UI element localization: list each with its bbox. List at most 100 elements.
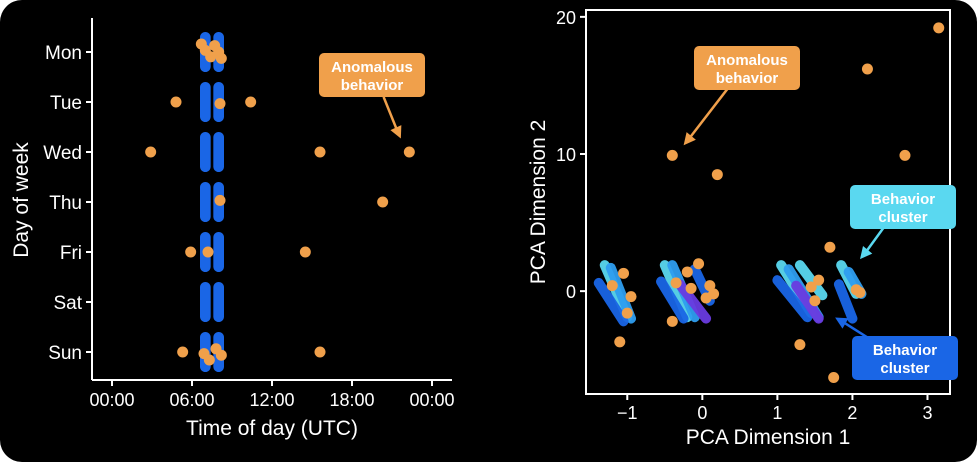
pca-anomalous-point-0 <box>666 149 678 161</box>
left-anomalous-callout-arrow-line <box>382 96 398 130</box>
x-tick-label-0: 00:00 <box>89 390 134 410</box>
pca-cluster-callout-cyan-line-1: Behavior <box>871 191 935 208</box>
normal-activity-stripe-5 <box>213 132 224 172</box>
time-of-day-marks <box>145 32 415 372</box>
pca-anomalous-point-1 <box>711 169 723 181</box>
cluster-streak-2 <box>593 277 629 327</box>
pca-anomalous-point-11 <box>606 280 618 292</box>
normal-activity-stripe-2 <box>200 82 211 122</box>
anomalous-point-12 <box>214 194 226 206</box>
pca-cluster-callout-cyan-arrow-head <box>860 246 873 260</box>
y-tick-label-thu: Thu <box>49 193 82 214</box>
cluster-streak-10 <box>772 275 813 323</box>
left-anomalous-callout-box <box>319 53 425 97</box>
pca-anomalous-point-17 <box>685 282 697 294</box>
pca-cluster-callout-blue-line-1: Behavior <box>873 342 937 359</box>
pca-cluster-callout-cyan-arrow-line <box>865 224 887 253</box>
anomalous-point-8 <box>245 96 257 108</box>
pca-anomalous-point-2 <box>861 63 873 75</box>
pca-plot: −1 0 1 2 3 0 10 20 PCA Dimension 1 PCA Dimensio… <box>527 8 958 449</box>
pca-x-tick-label-4: 3 <box>922 403 932 423</box>
x-tick-label-4: 00:00 <box>409 390 454 410</box>
anomalous-point-21 <box>215 349 227 361</box>
pca-cluster-callout-blue-box <box>852 336 958 380</box>
cluster-streak-5 <box>656 276 689 324</box>
anomalous-point-13 <box>377 196 389 208</box>
anomalous-point-7 <box>214 98 226 110</box>
pca-anomalous-point-6 <box>614 336 626 348</box>
pca-anomalous-point-3 <box>899 149 911 161</box>
pca-x-tick-label-2: 1 <box>772 403 782 423</box>
pca-cluster-callout-cyan-box <box>850 185 956 229</box>
left-anomalous-callout-line-1: Anomalous <box>331 59 413 76</box>
pca-anomalous-point-13 <box>625 291 637 303</box>
right-axis-ticks: −1 0 1 2 3 0 10 20 <box>556 8 933 423</box>
left-x-axis-title: Time of day (UTC) <box>186 417 358 440</box>
y-tick-label-sat: Sat <box>53 293 82 314</box>
anomalous-point-19 <box>203 354 215 366</box>
pca-cluster-callout-blue-line-2: cluster <box>880 360 929 377</box>
right-annotations: AnomalousbehaviorBehaviorclusterBehavior… <box>683 46 958 380</box>
pca-anomalous-callout-box <box>694 46 800 90</box>
anomalous-point-5 <box>215 52 227 64</box>
normal-activity-stripe-6 <box>200 182 211 222</box>
pca-anomalous-point-21 <box>700 292 712 304</box>
anomalous-point-2 <box>205 51 217 63</box>
x-tick-label-3: 18:00 <box>329 390 374 410</box>
pca-cluster-callout-blue-arrow-head <box>835 317 849 329</box>
y-tick-label-sun: Sun <box>48 343 82 364</box>
pca-anomalous-point-4 <box>933 22 945 34</box>
pca-x-tick-label-3: 2 <box>847 403 857 423</box>
normal-activity-stripe-10 <box>200 282 211 322</box>
cluster-streak-12 <box>791 280 824 324</box>
time-of-day-plot: Mon Tue Wed Thu Fri Sat Sun 00:00 06:00 12:00 18:0… <box>10 18 455 440</box>
pca-x-tick-label-0: −1 <box>617 403 638 423</box>
x-tick-label-1: 06:00 <box>169 390 214 410</box>
x-tick-label-2: 12:00 <box>249 390 294 410</box>
anomalous-point-22 <box>314 346 326 358</box>
pca-anomalous-point-24 <box>813 274 825 286</box>
right-y-axis-title: PCA Dimension 2 <box>527 120 550 285</box>
cluster-streak-3 <box>659 260 693 323</box>
pca-anomalous-point-26 <box>854 287 866 299</box>
pca-anomalous-point-14 <box>621 307 633 319</box>
pca-anomalous-callout-arrow-line <box>688 85 731 139</box>
pca-anomalous-point-19 <box>704 280 716 292</box>
anomalous-point-14 <box>185 246 197 258</box>
anomalous-point-6 <box>170 96 182 108</box>
y-tick-label-tue: Tue <box>50 93 82 114</box>
pca-anomalous-point-16 <box>681 266 693 278</box>
pca-anomalous-point-18 <box>693 258 705 270</box>
pca-anomalous-point-23 <box>809 295 821 307</box>
pca-anomalous-callout-line-1: Anomalous <box>706 52 788 69</box>
pca-marks <box>593 22 945 384</box>
pca-anomalous-point-7 <box>666 315 678 327</box>
pca-anomalous-point-12 <box>618 267 630 279</box>
pca-anomalous-callout-arrow-head <box>683 132 696 146</box>
cluster-streak-11 <box>794 260 828 301</box>
pca-anomalous-point-9 <box>828 372 840 384</box>
left-anomalous-callout-arrow-head <box>390 125 402 139</box>
left-y-axis-title: Day of week <box>10 142 33 258</box>
pca-anomalous-point-22 <box>805 281 817 293</box>
anomalous-point-10 <box>314 146 326 158</box>
pca-y-tick-label-2: 20 <box>556 8 576 28</box>
pca-y-tick-label-0: 0 <box>566 282 576 302</box>
normal-activity-stripe-4 <box>200 132 211 172</box>
left-axis-ticks: Mon Tue Wed Thu Fri Sat Sun 00:00 06:00 12:00 18:0… <box>43 43 454 410</box>
anomalous-point-15 <box>202 246 214 258</box>
y-tick-label-mon: Mon <box>45 43 82 64</box>
y-tick-label-fri: Fri <box>60 243 82 264</box>
cluster-streak-14 <box>833 279 858 324</box>
anomalous-point-17 <box>177 346 189 358</box>
anomalous-point-16 <box>299 246 311 258</box>
left-anomalous-callout-line-2: behavior <box>341 77 404 94</box>
pca-y-tick-label-1: 10 <box>556 145 576 165</box>
pca-anomalous-callout-line-2: behavior <box>716 70 779 87</box>
pca-cluster-callout-cyan-line-2: cluster <box>878 209 927 226</box>
normal-activity-stripe-11 <box>213 282 224 322</box>
pca-anomalous-point-5 <box>824 241 836 253</box>
